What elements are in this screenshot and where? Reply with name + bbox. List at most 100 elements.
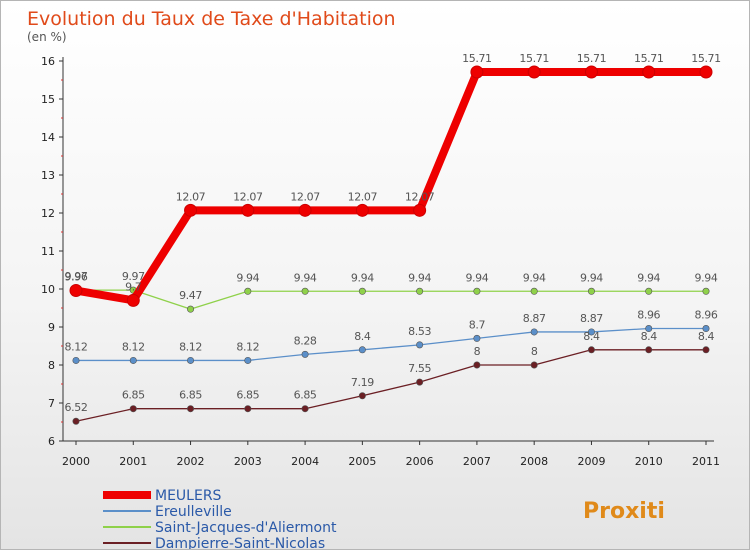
data-label: 9.94 <box>465 271 488 284</box>
x-tick-label: 2009 <box>577 455 605 468</box>
data-label: 7.55 <box>408 362 431 375</box>
y-tick-label: 14 <box>41 131 55 144</box>
data-point <box>645 287 653 295</box>
series-line <box>75 327 707 362</box>
y-tick-label: 12 <box>41 207 55 220</box>
data-label: 12.07 <box>233 190 263 203</box>
y-tick-label: 8 <box>48 359 55 372</box>
series-saint-jacques-d-aliermont: 9.97 9.97 9.47 9.94 9.94 9.94 9.94 9.94 9.94 9.94… <box>65 270 718 313</box>
data-label: 8.4 <box>641 330 658 343</box>
series-line <box>75 349 707 422</box>
series-ereulleville: 8.12 8.12 8.12 8.12 8.28 8.4 8.53 8.7 8.87 8.87 8.… <box>65 309 718 364</box>
data-point <box>587 328 595 336</box>
data-label: 6.85 <box>179 389 202 402</box>
data-label: 8.28 <box>294 334 317 347</box>
data-point <box>126 293 140 307</box>
data-point <box>187 356 195 364</box>
data-label: 8.12 <box>122 340 145 353</box>
data-point <box>527 65 541 79</box>
data-label: 12.07 <box>176 190 206 203</box>
x-tick-label: 2001 <box>119 455 147 468</box>
data-point <box>702 325 710 333</box>
data-label: 8.4 <box>354 330 371 343</box>
data-label: 6.85 <box>122 389 145 402</box>
data-label: 12.07 <box>290 190 320 203</box>
proxiti-logo: Proxiti <box>583 499 665 524</box>
y-tick-label: 6 <box>48 435 55 448</box>
series-meulers: 9.96 9.7 12.07 12.07 12.07 12.07 12.07 15.71 15.… <box>65 52 721 307</box>
data-point <box>702 287 710 295</box>
data-point <box>413 203 427 217</box>
legend-label: MEULERS <box>155 488 222 504</box>
data-label: 9.94 <box>408 271 431 284</box>
data-label: 8.87 <box>523 312 546 325</box>
data-label: 8.96 <box>637 309 660 322</box>
x-tick-label: 2000 <box>62 455 90 468</box>
data-point <box>645 346 653 354</box>
data-point <box>298 203 312 217</box>
data-point <box>355 203 369 217</box>
data-point <box>72 356 80 364</box>
data-point <box>244 405 252 413</box>
data-label: 9.47 <box>179 289 202 302</box>
data-point <box>473 334 481 342</box>
data-label: 9.94 <box>637 271 660 284</box>
data-point <box>301 405 309 413</box>
data-label: 8.53 <box>408 325 431 338</box>
data-point <box>645 325 653 333</box>
data-label: 15.71 <box>577 52 607 65</box>
data-label: 9.94 <box>294 271 317 284</box>
data-label: 8.87 <box>580 312 603 325</box>
data-label: 9.94 <box>351 271 374 284</box>
data-label: 6.85 <box>294 389 317 402</box>
axes: 6 7 8 9 10 11 12 13 14 15 16 2000 2001 2002 2003 2004 20… <box>41 55 720 468</box>
data-label: 15.71 <box>519 52 549 65</box>
data-point <box>587 346 595 354</box>
legend: MEULERSEreullevilleSaint-Jacques-d'Alier… <box>103 488 337 549</box>
data-label: 6.85 <box>236 389 259 402</box>
y-tick-label: 9 <box>48 321 55 334</box>
data-point <box>129 356 137 364</box>
chart-subtitle: (en %) <box>27 30 67 44</box>
series-dampierre-saint-nicolas: 6.52 6.85 6.85 6.85 6.85 7.19 7.55 8 8 8.4 8.4 8.4 <box>65 330 715 425</box>
data-point <box>358 392 366 400</box>
data-label: 8.12 <box>65 340 88 353</box>
data-label: 9.94 <box>523 271 546 284</box>
data-point <box>702 346 710 354</box>
data-label: 9.97 <box>122 270 145 283</box>
data-label: 8.12 <box>236 340 259 353</box>
data-point <box>699 65 713 79</box>
y-tick-label: 7 <box>48 397 55 410</box>
data-label: 8.7 <box>469 318 486 331</box>
x-tick-label: 2011 <box>692 455 720 468</box>
x-tick-label: 2002 <box>177 455 205 468</box>
data-label: 9.94 <box>580 271 603 284</box>
data-label: 15.71 <box>462 52 492 65</box>
data-point <box>69 284 83 298</box>
legend-label: Saint-Jacques-d'Aliermont <box>155 520 337 536</box>
data-point <box>530 361 538 369</box>
chart-title: Evolution du Taux de Taxe d'Habitation <box>27 8 396 30</box>
data-point <box>72 417 80 425</box>
data-point <box>358 287 366 295</box>
legend-label: Ereulleville <box>155 504 232 520</box>
x-tick-label: 2006 <box>406 455 434 468</box>
y-tick-label: 13 <box>41 169 55 182</box>
data-point <box>416 287 424 295</box>
data-point <box>470 65 484 79</box>
data-label: 8 <box>474 345 481 358</box>
data-label: 8.96 <box>695 309 718 322</box>
x-tick-label: 2007 <box>463 455 491 468</box>
data-point <box>301 287 309 295</box>
data-label: 12.07 <box>405 190 435 203</box>
series-line <box>72 68 710 305</box>
y-tick-label: 11 <box>41 245 55 258</box>
data-point <box>416 341 424 349</box>
data-label: 9.94 <box>695 271 718 284</box>
data-point <box>416 378 424 386</box>
data-point <box>241 203 255 217</box>
x-tick-label: 2010 <box>635 455 663 468</box>
data-point <box>301 350 309 358</box>
data-label: 15.71 <box>634 52 664 65</box>
